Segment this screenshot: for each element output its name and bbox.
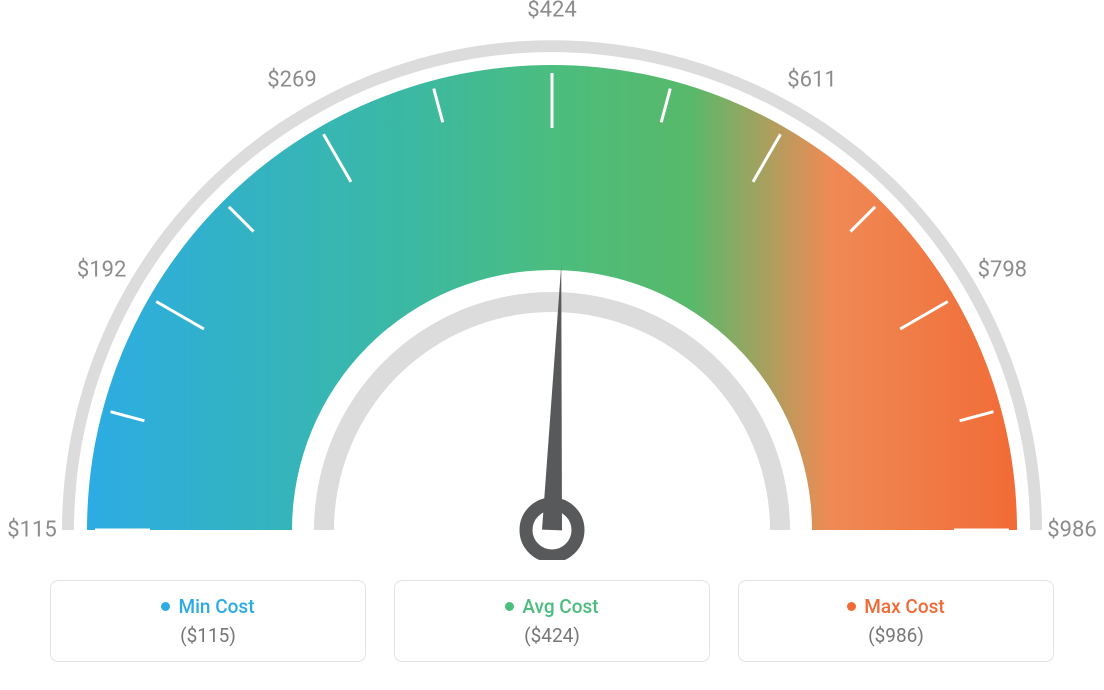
legend-row: Min Cost ($115) Avg Cost ($424) Max Cost… [0, 580, 1104, 662]
legend-text-min: Min Cost [178, 595, 254, 618]
legend-card-min: Min Cost ($115) [50, 580, 366, 662]
legend-label-avg: Avg Cost [505, 595, 598, 618]
dot-icon [505, 602, 514, 611]
legend-label-max: Max Cost [847, 595, 944, 618]
gauge-tick-label: $986 [1047, 518, 1096, 543]
dot-icon [847, 602, 856, 611]
legend-value-max: ($986) [749, 624, 1043, 647]
gauge-tick-label: $424 [527, 0, 576, 23]
gauge-svg [0, 0, 1104, 560]
legend-label-min: Min Cost [161, 595, 254, 618]
dot-icon [161, 602, 170, 611]
gauge-tick-label: $115 [7, 518, 56, 543]
legend-card-max: Max Cost ($986) [738, 580, 1054, 662]
legend-card-avg: Avg Cost ($424) [394, 580, 710, 662]
legend-text-avg: Avg Cost [522, 595, 598, 618]
legend-value-min: ($115) [61, 624, 355, 647]
gauge-tick-label: $269 [267, 67, 316, 92]
gauge-tick-label: $192 [77, 258, 126, 283]
legend-text-max: Max Cost [864, 595, 944, 618]
gauge: $115 $192 $269 $424 $611 $798 $986 [0, 0, 1104, 560]
legend-value-avg: ($424) [405, 624, 699, 647]
gauge-tick-label: $611 [787, 67, 836, 92]
chart-container: $115 $192 $269 $424 $611 $798 $986 Min Cost ($… [0, 0, 1104, 690]
gauge-tick-label: $798 [978, 258, 1027, 283]
